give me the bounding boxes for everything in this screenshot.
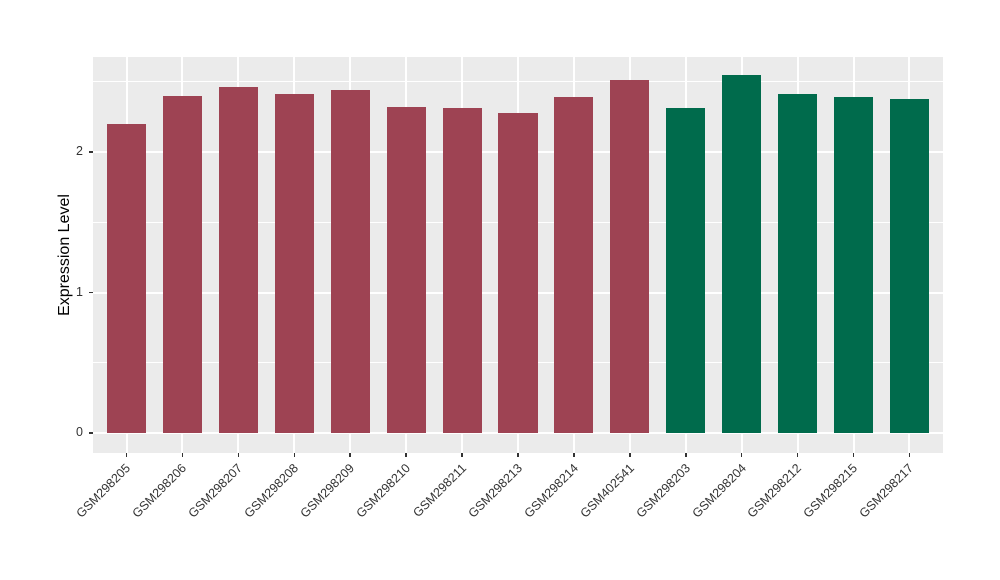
y-tick-mark	[89, 291, 93, 294]
y-tick-label: 1	[76, 284, 83, 299]
x-tick-mark	[461, 453, 463, 457]
x-tick-mark	[629, 453, 631, 457]
x-tick-mark	[908, 453, 911, 457]
bar-GSM298212	[778, 94, 818, 433]
x-tick-mark	[685, 453, 687, 457]
x-tick-mark	[852, 453, 855, 457]
bar-GSM298207	[218, 87, 258, 433]
x-tick-label: GSM298206	[129, 461, 190, 521]
bar-GSM298208	[274, 94, 314, 433]
x-tick-label: GSM298215	[800, 461, 861, 521]
x-tick-label: GSM298214	[521, 461, 581, 521]
x-tick-label: GSM298207	[185, 461, 246, 521]
x-tick-label: GSM298208	[241, 461, 302, 521]
x-tick-label: GSM298210	[353, 461, 414, 521]
x-tick-mark	[293, 453, 296, 457]
bar-GSM298214	[554, 97, 594, 433]
bar-GSM298204	[722, 74, 762, 433]
bar-GSM298206	[162, 95, 203, 433]
x-tick-mark	[181, 453, 184, 457]
x-tick-label: GSM298205	[73, 461, 134, 521]
plot-panel	[93, 57, 943, 453]
y-tick-label: 0	[76, 425, 83, 439]
bar-GSM298209	[330, 90, 370, 433]
x-tick-label: GSM402541	[577, 461, 637, 521]
bar-GSM298203	[666, 108, 706, 433]
bar-GSM298205	[106, 123, 147, 433]
bar-GSM298213	[498, 112, 538, 433]
x-tick-label: GSM298203	[633, 461, 693, 521]
bar-GSM298215	[833, 97, 874, 433]
y-tick-label: 2	[76, 144, 83, 158]
x-tick-mark	[349, 453, 351, 457]
x-tick-mark	[517, 453, 519, 457]
x-tick-label: GSM298204	[689, 461, 749, 521]
y-tick-mark	[89, 432, 93, 434]
x-tick-mark	[740, 453, 743, 457]
x-tick-label: GSM298209	[297, 461, 358, 521]
bar-GSM298217	[889, 98, 930, 433]
x-tick-label: GSM298211	[410, 461, 469, 520]
bar-GSM298210	[386, 107, 426, 433]
x-tick-label: GSM298217	[856, 461, 917, 521]
x-tick-mark	[237, 453, 240, 457]
x-tick-mark	[125, 453, 128, 457]
bar-GSM402541	[610, 80, 650, 433]
bar-GSM298211	[442, 108, 482, 433]
x-tick-mark	[796, 453, 799, 457]
x-tick-label: GSM298213	[465, 461, 525, 521]
x-tick-mark	[573, 453, 575, 457]
x-tick-mark	[405, 453, 407, 457]
x-tick-label: GSM298212	[744, 461, 805, 521]
y-tick-mark	[89, 151, 93, 153]
